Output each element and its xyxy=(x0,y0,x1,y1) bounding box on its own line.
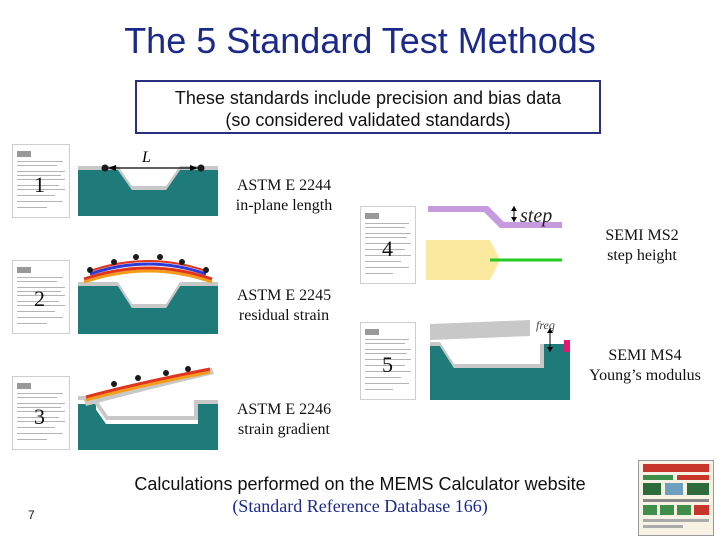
slide-title: The 5 Standard Test Methods xyxy=(124,20,596,61)
method-measure-4: step height xyxy=(607,247,677,264)
method-standard-4: SEMI MS2 xyxy=(605,227,679,244)
method-standard-5: SEMI MS4 xyxy=(608,347,682,364)
subtitle-line-2: (so considered validated standards) xyxy=(225,110,511,130)
method-label-1: ASTM E 2244 in-plane length xyxy=(222,176,346,216)
standard-doc-thumbnail-2 xyxy=(12,260,70,334)
footer-database-note: (Standard Reference Database 166) xyxy=(232,496,488,516)
subtitle-box: These standards include precision and bi… xyxy=(135,80,601,134)
frequency-label: freq xyxy=(536,318,555,332)
method-measure-1: in-plane length xyxy=(235,197,333,214)
step-label: step xyxy=(520,205,553,227)
footer-calculator-note: Calculations performed on the MEMS Calcu… xyxy=(134,474,586,494)
length-label: L xyxy=(142,149,151,166)
method-standard-1: ASTM E 2244 xyxy=(236,177,332,194)
method-number-4: 4 xyxy=(382,236,393,261)
standard-doc-thumbnail-5 xyxy=(360,322,416,400)
residual-strain-diagram xyxy=(78,254,218,334)
in-plane-length-diagram xyxy=(78,164,218,216)
method-standard-3: ASTM E 2246 xyxy=(236,401,332,418)
method-label-5: SEMI MS4 Young’s modulus xyxy=(578,346,712,386)
standard-doc-thumbnail-3 xyxy=(12,376,70,450)
youngs-modulus-diagram xyxy=(430,320,570,400)
step-height-diagram xyxy=(426,206,562,280)
page-number: 7 xyxy=(28,508,35,522)
method-label-2: ASTM E 2245 residual strain xyxy=(222,286,346,326)
mems-calculator-website-thumbnail xyxy=(638,460,714,536)
subtitle-line-1: These standards include precision and bi… xyxy=(174,88,562,108)
method-standard-2: ASTM E 2245 xyxy=(236,287,332,304)
method-number-1: 1 xyxy=(34,172,45,197)
method-measure-2: residual strain xyxy=(238,307,330,324)
method-measure-5: Young’s modulus xyxy=(589,367,701,384)
method-label-3: ASTM E 2246 strain gradient xyxy=(222,400,346,440)
standard-doc-thumbnail-4 xyxy=(360,206,416,284)
method-measure-3: strain gradient xyxy=(238,421,330,438)
method-label-4: SEMI MS2 step height xyxy=(590,226,694,266)
method-number-5: 5 xyxy=(382,352,393,377)
strain-gradient-diagram xyxy=(78,366,218,450)
standard-doc-thumbnail-1 xyxy=(12,144,70,218)
method-number-3: 3 xyxy=(34,404,45,429)
method-number-2: 2 xyxy=(34,286,45,311)
